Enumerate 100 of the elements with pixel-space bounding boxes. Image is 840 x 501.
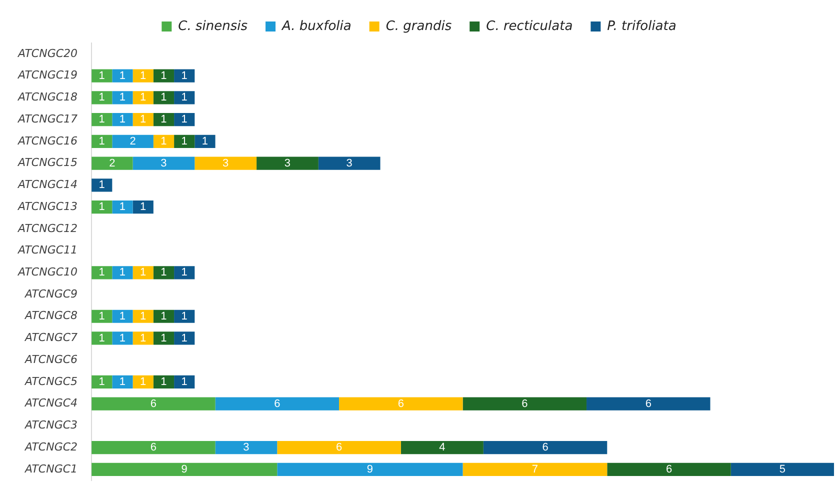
data-label: 3 — [243, 442, 250, 454]
bar — [132, 69, 154, 82]
bar — [153, 134, 174, 148]
data-label: 1 — [181, 376, 188, 388]
data-label: 1 — [98, 135, 105, 148]
data-label: 1 — [119, 70, 126, 82]
data-label: 1 — [160, 70, 167, 82]
bar — [92, 397, 216, 410]
data-label: 1 — [98, 114, 105, 126]
legend-label: P. trifoliata — [607, 18, 676, 34]
y-tick-label: ATCNGC3 — [24, 418, 78, 432]
data-label: 1 — [119, 266, 126, 279]
data-label: 1 — [98, 310, 105, 322]
y-tick-label: ATCNGC8 — [24, 309, 78, 322]
bar — [174, 332, 195, 345]
bar — [92, 69, 112, 82]
data-label: 6 — [274, 398, 280, 410]
bar — [92, 178, 112, 192]
data-label: 1 — [160, 266, 167, 279]
y-tick-label: ATCNGC19 — [16, 68, 78, 82]
data-label: 6 — [336, 442, 342, 454]
data-label: 1 — [98, 70, 105, 82]
data-label: 1 — [119, 201, 126, 214]
data-label: 6 — [645, 398, 652, 410]
bar — [153, 375, 174, 389]
data-label: 3 — [160, 157, 167, 170]
data-label: 1 — [140, 92, 146, 104]
data-label: 6 — [666, 463, 672, 476]
data-label: 1 — [160, 310, 167, 322]
data-label: 7 — [532, 463, 538, 476]
bar — [462, 462, 608, 476]
bar — [153, 332, 174, 345]
bar — [112, 112, 133, 126]
bar — [92, 375, 112, 389]
y-tick-label: ATCNGC7 — [24, 331, 78, 344]
bar — [153, 266, 174, 280]
data-label: 4 — [439, 442, 446, 454]
bar — [153, 112, 174, 126]
y-tick-label: ATCNGC13 — [16, 200, 78, 213]
bar — [400, 441, 484, 454]
bar — [277, 441, 401, 454]
bar — [194, 134, 216, 148]
data-label: 3 — [284, 157, 291, 170]
y-tick-label: ATCNGC10 — [16, 265, 78, 278]
data-label: 1 — [98, 266, 105, 279]
data-label: 3 — [222, 157, 229, 170]
legend-label: A. buxfolia — [281, 18, 352, 34]
bar — [92, 134, 112, 148]
bar — [194, 156, 257, 170]
bar — [112, 91, 133, 104]
data-label: 1 — [140, 201, 146, 214]
legend-label: C. grandis — [386, 18, 452, 34]
bar — [174, 69, 195, 82]
bar — [132, 375, 154, 389]
bar — [586, 397, 710, 410]
data-label: 2 — [130, 135, 136, 148]
data-label: 1 — [140, 114, 146, 126]
bar — [92, 266, 112, 280]
legend-label: C. recticulata — [486, 18, 573, 34]
data-label: 9 — [181, 463, 188, 476]
bar — [483, 441, 608, 454]
bar — [153, 91, 174, 104]
bar — [174, 266, 195, 280]
bar — [174, 134, 195, 148]
y-tick-label: ATCNGC9 — [24, 287, 78, 300]
data-label: 1 — [98, 179, 105, 192]
data-label: 1 — [181, 114, 188, 126]
y-tick-label: ATCNGC20 — [16, 46, 78, 60]
data-label: 6 — [522, 398, 528, 410]
data-label: 1 — [181, 310, 188, 322]
data-label: 6 — [398, 398, 404, 410]
bar — [174, 310, 195, 323]
data-label: 1 — [119, 376, 126, 388]
data-label: 6 — [542, 442, 548, 454]
bar — [132, 266, 154, 280]
bar — [92, 462, 278, 476]
bar — [215, 397, 340, 410]
y-tick-label: ATCNGC18 — [16, 90, 78, 104]
data-label: 1 — [202, 135, 208, 148]
bar — [112, 134, 154, 148]
bar — [112, 375, 133, 389]
data-label: 1 — [140, 70, 146, 82]
bar — [112, 310, 133, 323]
y-tick-label: ATCNGC4 — [24, 396, 78, 410]
y-tick-label: ATCNGC5 — [24, 374, 78, 388]
data-label: 1 — [119, 114, 126, 126]
legend-label: C. sinensis — [178, 18, 248, 34]
y-tick-label: ATCNGC16 — [16, 134, 78, 148]
data-label: 2 — [109, 157, 116, 170]
bar — [462, 397, 587, 410]
bar — [92, 112, 112, 126]
bar — [112, 266, 133, 280]
data-label: 9 — [366, 463, 374, 476]
bar — [174, 112, 195, 126]
data-label: 1 — [140, 310, 146, 322]
bar — [174, 375, 195, 389]
data-label: 1 — [140, 266, 146, 279]
data-label: 1 — [160, 114, 167, 126]
data-label: 1 — [140, 332, 146, 344]
y-tick-label: ATCNGC2 — [24, 440, 78, 454]
